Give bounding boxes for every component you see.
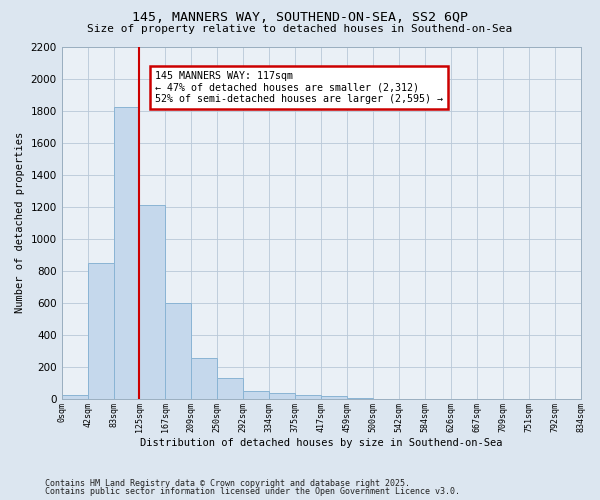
Bar — [88, 263, 113, 399]
Bar — [347, 398, 373, 399]
Bar — [191, 358, 217, 399]
Text: Contains HM Land Registry data © Crown copyright and database right 2025.: Contains HM Land Registry data © Crown c… — [45, 478, 410, 488]
Bar — [269, 393, 295, 399]
Bar — [217, 378, 243, 399]
Text: 145 MANNERS WAY: 117sqm
← 47% of detached houses are smaller (2,312)
52% of semi: 145 MANNERS WAY: 117sqm ← 47% of detache… — [155, 71, 443, 104]
Text: Contains public sector information licensed under the Open Government Licence v3: Contains public sector information licen… — [45, 487, 460, 496]
Bar — [295, 394, 321, 399]
Text: Size of property relative to detached houses in Southend-on-Sea: Size of property relative to detached ho… — [88, 24, 512, 34]
Bar — [321, 396, 347, 399]
Bar — [139, 205, 166, 399]
Bar — [243, 392, 269, 399]
Y-axis label: Number of detached properties: Number of detached properties — [15, 132, 25, 314]
X-axis label: Distribution of detached houses by size in Southend-on-Sea: Distribution of detached houses by size … — [140, 438, 502, 448]
Bar — [166, 303, 191, 399]
Bar — [62, 395, 88, 399]
Text: 145, MANNERS WAY, SOUTHEND-ON-SEA, SS2 6QP: 145, MANNERS WAY, SOUTHEND-ON-SEA, SS2 6… — [132, 11, 468, 24]
Bar — [113, 108, 139, 399]
